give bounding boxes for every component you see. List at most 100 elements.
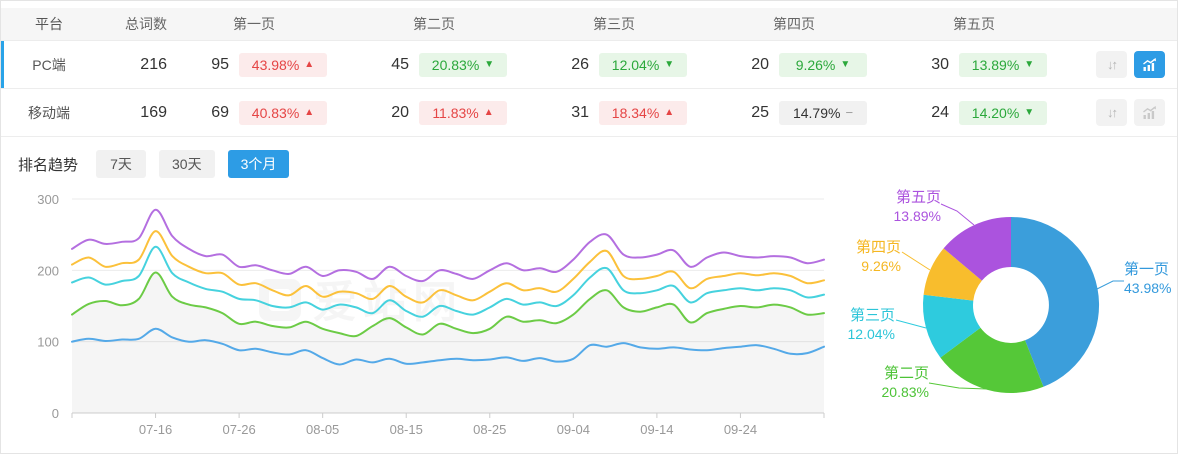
y-tick-label: 200 — [37, 263, 59, 278]
sort-updown-button[interactable]: ↓↑ — [1096, 51, 1127, 78]
header-page2: 第二页 — [413, 16, 455, 32]
line-chart-icon — [1143, 57, 1156, 71]
page1-cell: 69 40.83% ▲ — [181, 100, 361, 125]
trend-up-icon: ▲ — [483, 106, 494, 118]
total-words: 216 — [140, 55, 167, 73]
page5-cell: 30 13.89% ▼ — [901, 52, 1081, 77]
x-tick-label: 08-15 — [390, 422, 423, 437]
change-badge: 20.83% ▼ — [419, 52, 507, 77]
tab-30days[interactable]: 30天 — [159, 150, 215, 178]
trend-toolbar: 排名趋势 7天 30天 3个月 — [1, 137, 1177, 178]
header-page3: 第三页 — [593, 16, 635, 32]
y-tick-label: 0 — [52, 406, 59, 421]
rank-table: 平台 总词数 第一页 第二页 第三页 第四页 第五页 PC端 216 95 43… — [1, 8, 1177, 137]
pie-leader-line — [901, 251, 931, 271]
table-header-row: 平台 总词数 第一页 第二页 第三页 第四页 第五页 — [1, 8, 1177, 41]
watermark: 爱站网 — [259, 278, 457, 327]
trend-down-icon: ▼ — [664, 58, 675, 70]
page4-cell: 20 9.26% ▼ — [721, 52, 901, 77]
x-tick-label: 07-26 — [222, 422, 255, 437]
series-line-第五页 — [71, 208, 825, 283]
row-actions: ↓↑ — [1081, 51, 1177, 78]
line-chart: 爱站网 07-16 07-26 08-05 08-15 08-25 09-04 09-14 09… — [1, 183, 841, 449]
trend-down-icon: ▼ — [840, 58, 851, 70]
trend-up-icon: ▲ — [304, 58, 315, 70]
donut-chart: 第一页 43.98% 第二页 20.83% 第三页 12.04% 第四页 9.2… — [841, 148, 1177, 448]
updown-arrows-icon: ↓↑ — [1107, 105, 1118, 120]
change-badge: 43.98% ▲ — [239, 52, 327, 77]
x-tick-label: 09-24 — [724, 422, 757, 437]
pie-label-page4: 第四页 9.26% — [855, 239, 901, 274]
page3-cell: 26 12.04% ▼ — [541, 52, 721, 77]
trend-section: 排名趋势 7天 30天 3个月 爱站网 07-16 07-26 08-05 08-15 0… — [1, 137, 1177, 452]
y-tick-label: 300 — [37, 192, 59, 207]
donut-slice-第三页[interactable] — [922, 294, 981, 358]
pie-label-page2: 第二页 20.83% — [881, 365, 929, 400]
line-chart-icon — [1143, 105, 1156, 119]
change-badge: 12.04% ▼ — [599, 52, 687, 77]
change-badge: 9.26% ▼ — [779, 52, 867, 77]
table-row-mobile[interactable]: 移动端 169 69 40.83% ▲ 20 11.83% ▲ 31 18.34% ▲ — [1, 89, 1177, 137]
change-badge: 40.83% ▲ — [239, 100, 327, 125]
change-badge: 13.89% ▼ — [959, 52, 1047, 77]
change-badge: 11.83% ▲ — [419, 100, 507, 125]
platform-label: 移动端 — [28, 104, 70, 121]
pie-label-page5: 第五页 13.89% — [893, 189, 941, 224]
x-tick-label: 08-25 — [473, 422, 506, 437]
x-tick-label: 09-14 — [640, 422, 673, 437]
change-badge: 14.79% − — [779, 100, 867, 125]
line-chart-svg: 爱站网 07-16 07-26 08-05 08-15 08-25 09-04 09-14 09… — [37, 192, 825, 437]
pie-leader-line — [940, 203, 975, 226]
updown-arrows-icon: ↓↑ — [1107, 57, 1118, 72]
trend-title: 排名趋势 — [18, 156, 79, 174]
donut-slice-第一页[interactable] — [1011, 216, 1100, 387]
header-page5: 第五页 — [953, 16, 995, 32]
header-page4: 第四页 — [773, 16, 815, 32]
pie-label-page3: 第三页 12.04% — [847, 307, 895, 342]
pie-label-page1: 第一页 43.98% — [1124, 261, 1172, 296]
pie-leader-line — [928, 382, 988, 390]
show-trend-chart-button[interactable] — [1134, 51, 1165, 78]
donut-chart-svg — [895, 203, 1124, 394]
x-tick-label: 07-16 — [139, 422, 172, 437]
change-badge: 18.34% ▲ — [599, 100, 687, 125]
series-line-第三页 — [71, 245, 825, 318]
pie-leader-line — [1096, 280, 1124, 290]
tab-7days[interactable]: 7天 — [96, 150, 147, 178]
x-tick-label: 08-05 — [306, 422, 339, 437]
donut-slice-第四页[interactable] — [923, 248, 982, 301]
trend-down-icon: ▼ — [1024, 106, 1035, 118]
series-line-第二页 — [71, 271, 825, 338]
area-fill — [72, 272, 824, 413]
row-actions: ↓↑ — [1081, 99, 1177, 126]
total-words: 169 — [140, 103, 167, 121]
series-line-第一页 — [71, 327, 825, 366]
page2-cell: 45 20.83% ▼ — [361, 52, 541, 77]
flat-dash-icon: − — [845, 105, 854, 120]
x-tick-label: 09-04 — [557, 422, 590, 437]
trend-down-icon: ▼ — [1024, 58, 1035, 70]
change-badge: 14.20% ▼ — [959, 100, 1047, 125]
page2-cell: 20 11.83% ▲ — [361, 100, 541, 125]
sort-updown-button[interactable]: ↓↑ — [1096, 99, 1127, 126]
table-row-pc[interactable]: PC端 216 95 43.98% ▲ 45 20.83% ▼ 26 12.04% ▼ — [1, 41, 1177, 89]
series-line-第四页 — [71, 230, 825, 304]
header-platform: 平台 — [35, 16, 63, 32]
page1-cell: 95 43.98% ▲ — [181, 52, 361, 77]
y-tick-label: 100 — [37, 335, 59, 350]
platform-label: PC端 — [32, 56, 66, 73]
donut-slice-第五页[interactable] — [943, 217, 1011, 281]
page5-cell: 24 14.20% ▼ — [901, 100, 1081, 125]
page3-cell: 31 18.34% ▲ — [541, 100, 721, 125]
donut-slice-第二页[interactable] — [940, 327, 1044, 394]
header-page1: 第一页 — [233, 16, 275, 32]
trend-up-icon: ▲ — [664, 106, 675, 118]
header-total: 总词数 — [125, 16, 167, 32]
show-trend-chart-button[interactable] — [1134, 99, 1165, 126]
page4-cell: 25 14.79% − — [721, 100, 901, 125]
trend-up-icon: ▲ — [304, 106, 315, 118]
pie-leader-line — [895, 319, 927, 329]
tab-3months[interactable]: 3个月 — [227, 150, 290, 178]
trend-down-icon: ▼ — [484, 58, 495, 70]
